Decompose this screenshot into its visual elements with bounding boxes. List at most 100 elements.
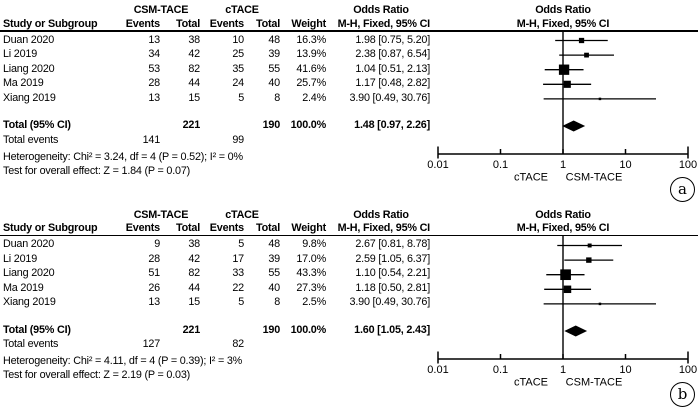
study-col-header: Study or Subgroup (3, 222, 98, 234)
group2-total: 8 (274, 296, 280, 309)
group1-total: 42 (188, 252, 200, 265)
group1-events: 13 (148, 33, 160, 46)
or-marker (560, 268, 571, 280)
or-column-title: Odds Ratio (353, 208, 409, 221)
group2-events-header: Events (209, 222, 244, 234)
study-weight: 41.6% (296, 62, 326, 75)
study-col-header: Study or Subgroup (3, 17, 98, 30)
group1-total: 44 (188, 77, 200, 90)
study-name: Li 2019 (3, 48, 38, 61)
favours-right-label: CSM-TACE (566, 172, 623, 184)
group2-events-header: Events (209, 17, 244, 30)
favours-right-label: CSM-TACE (566, 376, 623, 388)
group2-total: 39 (268, 48, 280, 61)
plot-title: Odds Ratio (535, 4, 591, 16)
group1-total: 15 (188, 91, 200, 104)
or-marker (563, 80, 571, 88)
group2-events: 5 (238, 238, 244, 250)
axis-tick-label: 1 (560, 364, 566, 376)
total-events-group1: 127 (142, 338, 161, 350)
group2-events: 35 (232, 62, 244, 75)
study-name: Liang 2020 (3, 267, 55, 280)
group2-events: 25 (232, 48, 244, 61)
plot-subtitle: M-H, Fixed, 95% CI (516, 222, 610, 234)
group2-events: 24 (232, 77, 244, 90)
study-weight: 9.8% (302, 238, 326, 250)
study-or-ci: 2.67 [0.81, 8.78] (355, 238, 430, 250)
total-or-ci: 1.60 [1.05, 2.43] (354, 323, 430, 336)
study-or-ci: 3.90 [0.49, 30.76] (349, 296, 431, 309)
group1-total: 44 (188, 281, 200, 294)
total-group2-n: 190 (262, 119, 281, 131)
study-or-ci: 1.98 [0.75, 5.20] (355, 33, 430, 46)
or-marker (598, 302, 602, 305)
plot-title: Odds Ratio (535, 208, 591, 221)
or-marker (578, 37, 585, 44)
total-label: Total (95% CI) (3, 323, 71, 336)
weight-header: Weight (291, 222, 326, 234)
group2-total: 48 (268, 33, 280, 46)
total-weight: 100.0% (290, 119, 327, 131)
total-or-ci: 1.48 [0.97, 2.26] (354, 119, 430, 131)
study-weight: 43.3% (296, 267, 326, 280)
total-events-label: Total events (3, 133, 59, 146)
study-name: Ma 2019 (3, 77, 44, 90)
study-name: Ma 2019 (3, 281, 44, 294)
axis-tick-label: 100 (679, 159, 697, 171)
overall-effect-text: Test for overall effect: Z = 1.84 (P = 0… (3, 164, 191, 177)
group1-total: 82 (188, 267, 200, 280)
study-or-ci: 1.04 [0.51, 2.13] (355, 62, 430, 75)
group1-events: 53 (148, 62, 160, 75)
weight-header: Weight (291, 17, 326, 30)
study-weight: 2.4% (302, 91, 326, 104)
or-marker (598, 97, 602, 101)
group1-total: 38 (188, 238, 200, 250)
axis-tick-label: 0.01 (427, 364, 448, 376)
group2-events: 5 (238, 91, 244, 104)
group1-total-header: Total (176, 17, 200, 30)
group2-header: cTACE (225, 4, 259, 16)
group1-total: 38 (188, 33, 200, 46)
study-name: Liang 2020 (3, 62, 55, 75)
study-or-ci: 1.18 [0.50, 2.81] (355, 281, 430, 294)
panel-tag-b: b (670, 381, 695, 407)
group1-total-header: Total (176, 222, 200, 234)
or-marker (586, 256, 592, 263)
study-weight: 13.9% (296, 48, 326, 61)
or-column-title: Odds Ratio (353, 4, 409, 16)
header-underline (0, 30, 698, 32)
study-or-ci: 1.17 [0.48, 2.82] (355, 77, 430, 90)
group1-header: CSM-TACE (133, 4, 189, 16)
study-name: Xiang 2019 (3, 91, 56, 104)
group2-total: 40 (268, 281, 280, 294)
study-weight: 16.3% (296, 33, 326, 46)
panel-tag-letter: b (677, 384, 688, 403)
favours-left-label: cTACE (514, 172, 548, 184)
axis-tick-label: 100 (679, 364, 697, 376)
group2-total: 40 (268, 77, 280, 90)
or-marker (584, 52, 589, 58)
group2-total-header: Total (256, 222, 280, 234)
plot-subtitle: M-H, Fixed, 95% CI (516, 17, 610, 30)
group2-events: 5 (238, 296, 244, 309)
group1-events: 26 (148, 281, 160, 294)
total-group1-n: 221 (182, 323, 201, 336)
group2-total-header: Total (256, 17, 280, 30)
axis-tick-label: 10 (619, 159, 631, 171)
axis-tick-label: 0.01 (427, 159, 448, 171)
group2-header: cTACE (225, 208, 259, 221)
group2-events: 33 (232, 267, 244, 280)
study-name: Duan 2020 (3, 33, 55, 46)
study-name: Duan 2020 (3, 238, 55, 250)
summary-diamond (564, 325, 588, 336)
panel-tag-a: a (670, 177, 695, 202)
group2-total: 55 (268, 267, 280, 280)
group1-events: 34 (148, 48, 160, 61)
group2-total: 55 (268, 62, 280, 75)
group2-events: 22 (232, 281, 244, 294)
group2-total: 8 (274, 91, 280, 104)
total-group2-n: 190 (262, 323, 281, 336)
study-or-ci: 3.90 [0.49, 30.76] (349, 91, 431, 104)
study-or-ci: 2.59 [1.05, 6.37] (355, 252, 430, 265)
